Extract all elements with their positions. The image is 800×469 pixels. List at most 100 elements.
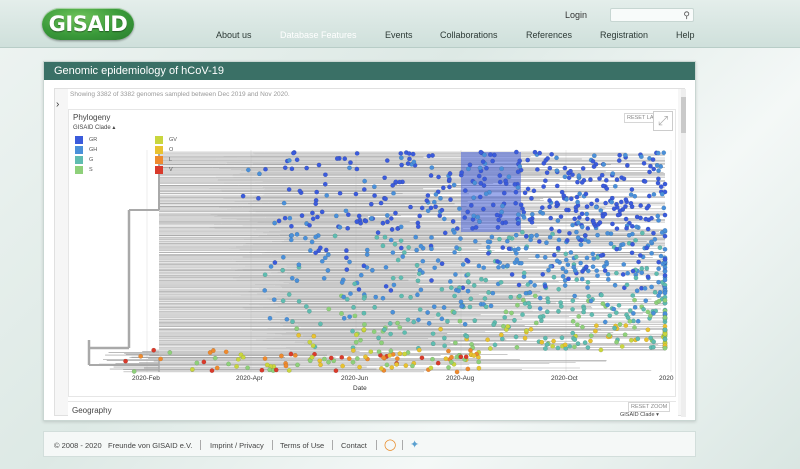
tree-tip [395,257,401,263]
twitter-icon[interactable]: ✦ [410,439,420,451]
tree-tip [280,254,286,260]
tree-tip [556,228,562,234]
tree-tip [516,212,521,217]
tree-tip [380,220,386,226]
search-field[interactable]: ⚲ [610,8,694,26]
tree-tip [528,327,534,332]
tree-tip [603,200,608,206]
tree-tip [499,209,505,215]
tree-tip [575,220,581,226]
tree-tip [425,310,430,315]
tree-tip [413,234,419,240]
legend-swatch-g[interactable] [75,156,83,164]
login-link[interactable]: Login [565,10,588,20]
terms-link[interactable]: Terms of Use [280,441,325,450]
tree-tip [516,282,522,288]
tree-tip [523,290,529,296]
contact-link[interactable]: Contact [341,441,367,450]
tree-tip [662,256,668,262]
tree-tip [381,355,386,360]
tree-tip [362,322,367,327]
tree-tip [279,353,284,359]
expand-icon[interactable]: ⤢ [653,111,673,131]
legend-swatch-l[interactable] [155,156,163,164]
tree-tip [397,351,403,356]
nav-database-features[interactable]: Database Features [280,30,357,40]
sidebar-toggle-icon[interactable]: › [56,99,60,110]
tree-tip [604,261,610,267]
nav-collaborations[interactable]: Collaborations [440,30,498,40]
tree-tip [520,229,525,235]
tree-tip [482,176,487,182]
imprint-link[interactable]: Imprint / Privacy [210,441,264,450]
legend-label-v[interactable]: V [169,167,173,173]
legend-swatch-s[interactable] [75,166,83,174]
tree-tip [398,151,404,156]
tree-tip [457,318,463,324]
legend-label-l[interactable]: L [169,157,173,163]
legend-label-o[interactable]: O [169,147,174,153]
legend-label-s[interactable]: S [89,167,93,173]
tree-tip [628,337,634,343]
tree-tip [537,295,543,301]
gisaid-logo[interactable]: GISAID [42,8,134,40]
scroll-thumb[interactable] [681,97,686,133]
tree-tip [342,156,348,162]
legend-label-g[interactable]: G [89,157,94,163]
tree-tip [429,235,434,240]
tree-tip [410,363,415,369]
nav-help[interactable]: Help [676,30,695,40]
legend-swatch-v[interactable] [155,166,163,174]
geography-color-by[interactable]: GISAID Clade ▾ [620,412,659,418]
legend-swatch-o[interactable] [155,146,163,154]
legend-label-gr[interactable]: GR [89,137,98,143]
nav-registration[interactable]: Registration [600,30,649,40]
legend-label-gh[interactable]: GH [89,147,98,153]
tree-tip [483,304,489,310]
tree-tip [593,328,598,334]
tree-tip [581,309,586,315]
tree-tip [572,293,578,299]
tree-tip [594,323,599,328]
tree-tip [579,237,584,243]
legend-label-gv[interactable]: GV [169,137,177,143]
legend-title[interactable]: GISAID Clade ▴ [73,125,116,131]
tree-tip [476,263,482,269]
reset-zoom-button[interactable]: RESET ZOOM [628,402,671,412]
legend-swatch-gv[interactable] [155,136,163,144]
search-input[interactable] [611,13,681,26]
tree-tip [517,293,522,299]
researchgate-icon[interactable]: ◯ [384,439,397,451]
tree-tip [441,216,447,222]
nav-events[interactable]: Events [385,30,413,40]
tree-tip [443,356,449,362]
tree-tip [615,212,621,218]
search-icon[interactable]: ⚲ [683,10,690,20]
tree-tip [579,224,585,230]
tree-tip [296,332,301,338]
tree-tip [551,274,557,280]
legend-swatch-gr[interactable] [75,136,83,144]
tree-tip [495,224,501,230]
tree-tip [575,235,581,240]
tree-tip [430,331,436,337]
viewer-scrollbar[interactable] [681,89,686,417]
tree-tip [658,184,664,189]
tree-tip [370,267,375,273]
tree-tip [356,287,362,292]
tree-tip [662,233,668,239]
tree-tip [662,345,668,351]
tree-tip [399,293,404,299]
tree-tip [483,191,489,197]
nav-references[interactable]: References [526,30,573,40]
phylogeny-tree[interactable] [69,110,676,397]
tree-tip [562,342,568,348]
tree-tip [655,180,661,186]
tree-tip [623,323,629,328]
tree-tip [497,173,503,178]
tree-tip [579,180,585,185]
nav-about-us[interactable]: About us [216,30,252,40]
tree-tip [408,204,413,210]
legend-swatch-gh[interactable] [75,146,83,154]
tree-tip [462,321,468,327]
